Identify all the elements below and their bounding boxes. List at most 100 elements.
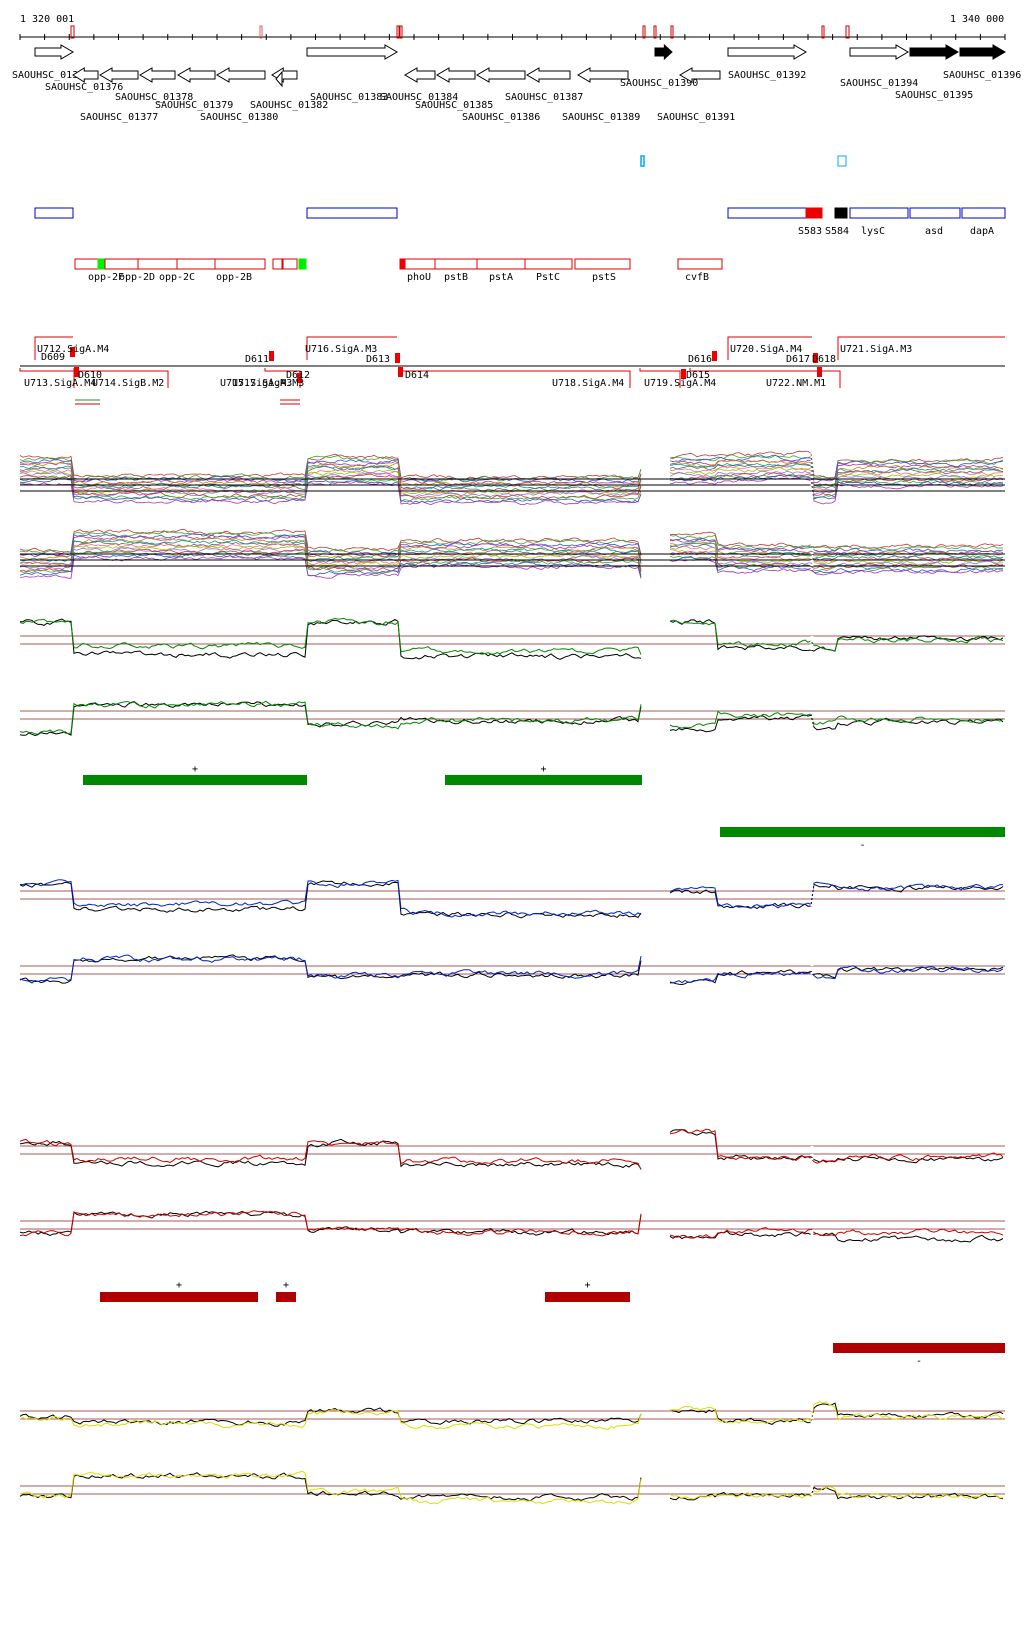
operon-box bbox=[909, 207, 961, 219]
tu-marker bbox=[297, 373, 302, 383]
cyan-feature-track bbox=[640, 155, 847, 167]
gene-arrow bbox=[34, 44, 74, 60]
expression-line-reference bbox=[19, 1472, 642, 1502]
axis-feature-mark bbox=[396, 25, 400, 39]
gene-label: SAOUHSC_01385 bbox=[415, 100, 493, 111]
expression-line bbox=[19, 460, 642, 486]
cyan-feature-mark bbox=[640, 155, 645, 167]
tu-top-bracket bbox=[34, 336, 73, 360]
expression-line bbox=[19, 553, 642, 578]
tu-label-top: U712.SigA.M4 bbox=[37, 344, 109, 355]
gene-arrow bbox=[216, 67, 266, 83]
expression-line bbox=[669, 537, 1004, 553]
expression-line-reference bbox=[19, 954, 642, 984]
region-bar bbox=[545, 1292, 630, 1302]
operon-box bbox=[961, 207, 1006, 219]
tu-bottom-bracket bbox=[639, 368, 681, 388]
tu-label-top: U716.SigA.M3 bbox=[305, 344, 377, 355]
expression-line bbox=[19, 1138, 642, 1170]
expression-line bbox=[19, 617, 642, 655]
expression-line bbox=[20, 530, 642, 556]
tu-label-bottom: U713.SigA.M4 bbox=[24, 378, 96, 389]
gene-arrow bbox=[679, 67, 721, 83]
expression-line bbox=[19, 954, 642, 984]
operon-label: S583 bbox=[798, 226, 822, 237]
gene-arrow bbox=[306, 44, 398, 60]
region-bar bbox=[83, 775, 307, 785]
expression-line bbox=[19, 1210, 642, 1237]
strand-mark: + bbox=[192, 764, 198, 775]
tu-label-top: U721.SigA.M3 bbox=[840, 344, 912, 355]
gene-arrow bbox=[436, 67, 476, 83]
expression-line-reference bbox=[669, 714, 1004, 733]
expression-line bbox=[669, 619, 1004, 652]
gene-arrow bbox=[727, 44, 807, 60]
gene-arrow bbox=[271, 67, 298, 83]
strand-mark: + bbox=[283, 1280, 289, 1291]
strand-mark: - bbox=[859, 840, 865, 851]
axis-feature-mark bbox=[70, 25, 75, 39]
expression-line bbox=[669, 534, 1004, 551]
gene-arrow bbox=[849, 44, 909, 60]
region-bar bbox=[720, 827, 1005, 837]
expression-line bbox=[669, 462, 1004, 487]
expression-line bbox=[670, 477, 1004, 505]
tu-top-bracket bbox=[306, 336, 397, 360]
regulon-label: pstS bbox=[592, 272, 616, 283]
d-label: D616 bbox=[688, 354, 712, 365]
operon-track: S583 S584 lysC asd dapA bbox=[34, 207, 1006, 237]
operon-box bbox=[34, 207, 74, 219]
region-bar bbox=[100, 1292, 258, 1302]
regulon-label: pstB bbox=[444, 272, 468, 283]
expression-line bbox=[19, 548, 642, 573]
operon-label: S584 bbox=[825, 226, 849, 237]
expression-line bbox=[669, 557, 1004, 576]
operon-black-marker bbox=[834, 207, 848, 219]
expression-line bbox=[19, 550, 642, 576]
gene-arrow bbox=[99, 67, 139, 83]
axis-feature-mark bbox=[670, 25, 674, 39]
gene-label: SAOUHSC_01376 bbox=[45, 82, 123, 93]
expression-line bbox=[19, 879, 642, 918]
tu-marker bbox=[813, 353, 818, 363]
expression-line bbox=[669, 881, 1004, 909]
expression-line bbox=[19, 468, 642, 494]
regulon-box bbox=[74, 258, 99, 270]
regulon-box bbox=[574, 258, 631, 270]
expression-line-reference bbox=[19, 700, 642, 737]
d-label: D610 bbox=[78, 370, 102, 381]
d-label: D612 bbox=[286, 370, 310, 381]
gene-label: SAOUHSC_01389 bbox=[562, 112, 640, 123]
gene-arrow bbox=[72, 67, 99, 83]
expression-line bbox=[19, 528, 642, 555]
gene-label: SAOUHSC_01396 bbox=[943, 70, 1021, 81]
tu-top-bracket bbox=[837, 336, 1005, 360]
gene-label: SAOUHSC_01384 bbox=[380, 92, 458, 103]
tu-label-bottom: U722.NM.M1 bbox=[766, 378, 826, 389]
regulon-label: opp-2D bbox=[119, 272, 155, 283]
expression-line-reference bbox=[19, 1138, 642, 1170]
regulon-box bbox=[282, 258, 298, 270]
regulon-label: cvfB bbox=[685, 272, 709, 283]
expression-line bbox=[19, 478, 642, 503]
tu-marker bbox=[712, 351, 717, 361]
operon-box bbox=[849, 207, 909, 219]
tu-marker bbox=[681, 369, 686, 379]
d-label: D613 bbox=[366, 354, 390, 365]
cyan-feature-mark bbox=[837, 155, 847, 167]
tu-label-bottom: U717.SigA.M3 bbox=[232, 378, 304, 389]
gene-arrow bbox=[404, 67, 436, 83]
operon-label: lysC bbox=[861, 226, 885, 237]
region-bar bbox=[445, 775, 642, 785]
gene-label: SAOUHSC_01375 bbox=[12, 70, 90, 81]
d-label: D618 bbox=[812, 354, 836, 365]
regulon-green-mark bbox=[298, 258, 307, 270]
gene-label: SAOUHSC_01386 bbox=[462, 112, 540, 123]
expression-line bbox=[19, 481, 642, 506]
gene-arrow bbox=[909, 44, 959, 60]
expression-line bbox=[19, 465, 642, 492]
expression-line bbox=[19, 539, 642, 565]
regulon-box bbox=[476, 258, 526, 270]
